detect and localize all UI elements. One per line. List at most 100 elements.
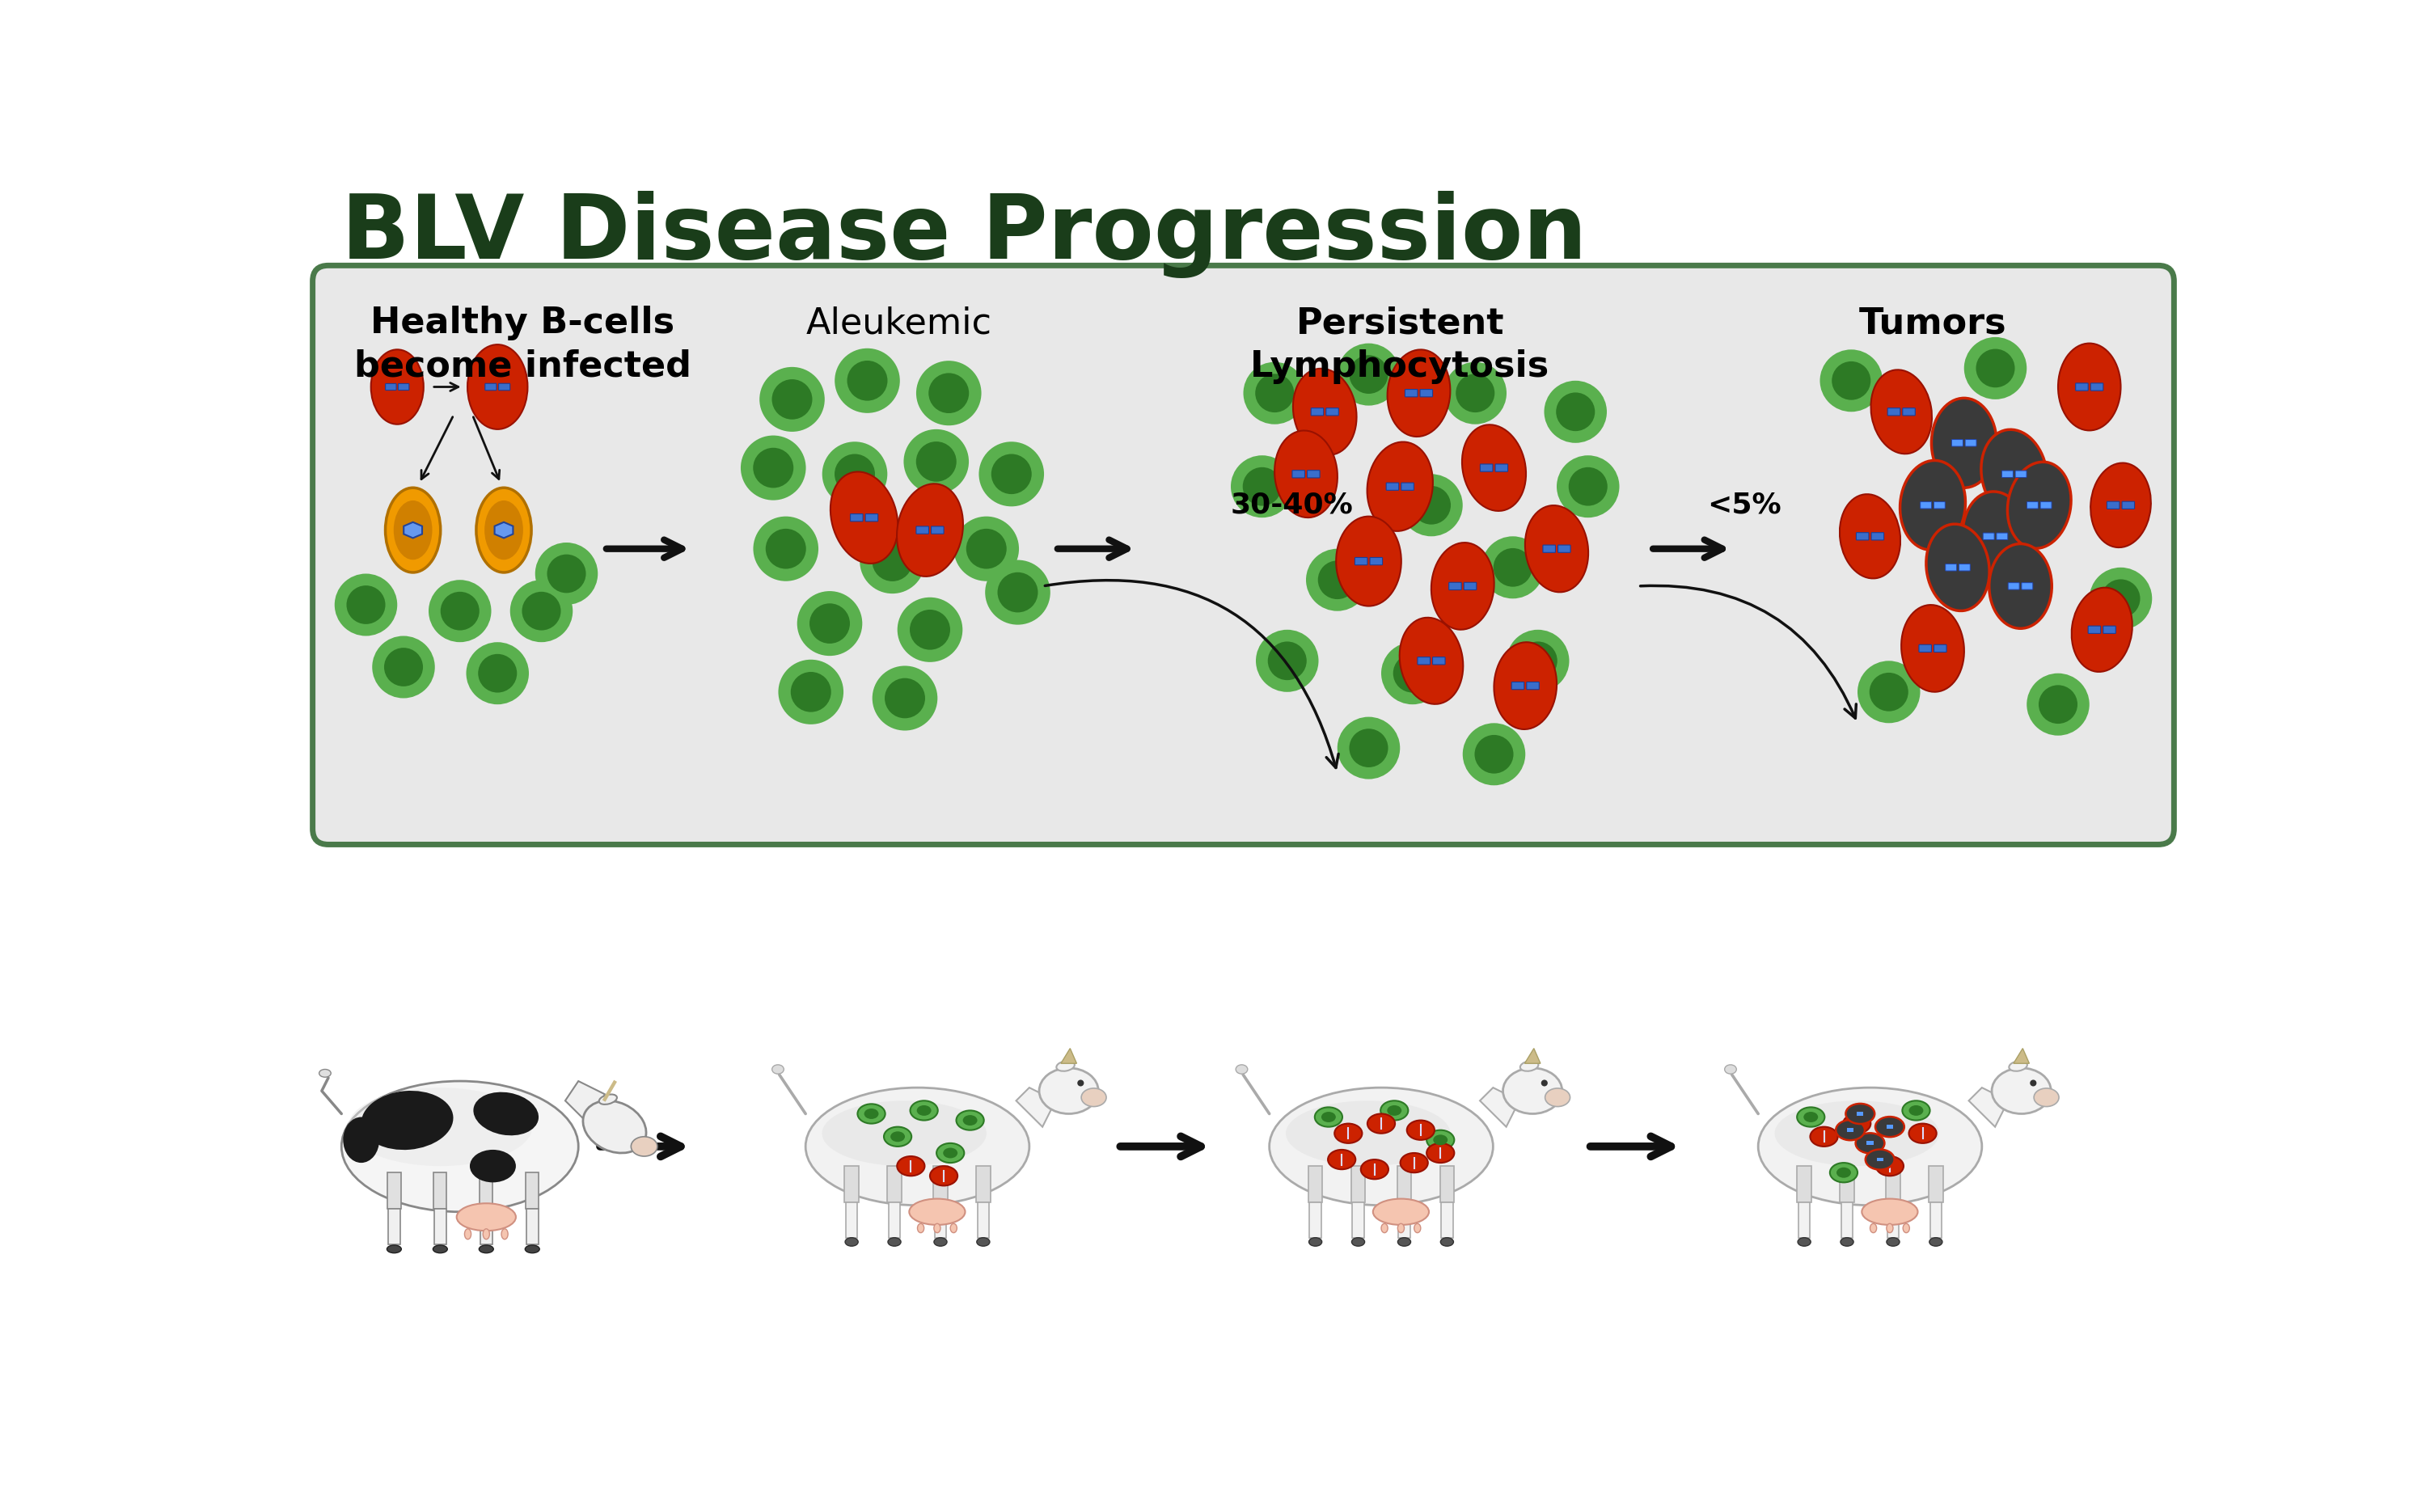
Circle shape xyxy=(347,585,386,624)
FancyBboxPatch shape xyxy=(1511,682,1524,689)
Ellipse shape xyxy=(1380,1101,1407,1120)
Ellipse shape xyxy=(822,1101,987,1166)
Polygon shape xyxy=(2014,1048,2028,1063)
Ellipse shape xyxy=(934,1223,941,1232)
Ellipse shape xyxy=(1887,1238,1900,1246)
FancyBboxPatch shape xyxy=(1405,390,1417,396)
Ellipse shape xyxy=(1866,1149,1895,1170)
Ellipse shape xyxy=(1463,425,1526,511)
FancyBboxPatch shape xyxy=(1997,532,2009,540)
Circle shape xyxy=(1494,549,1533,587)
Circle shape xyxy=(1230,455,1293,517)
Ellipse shape xyxy=(599,1095,616,1104)
Circle shape xyxy=(1555,393,1594,431)
Circle shape xyxy=(1412,485,1451,525)
Ellipse shape xyxy=(1909,1105,1924,1116)
Ellipse shape xyxy=(582,1101,645,1154)
Ellipse shape xyxy=(1926,525,1989,611)
Circle shape xyxy=(835,348,900,413)
Circle shape xyxy=(1257,629,1320,692)
Circle shape xyxy=(822,442,888,507)
Ellipse shape xyxy=(1397,1223,1405,1232)
Ellipse shape xyxy=(1803,1111,1817,1122)
Ellipse shape xyxy=(468,345,526,429)
Circle shape xyxy=(1519,641,1557,680)
Ellipse shape xyxy=(1963,491,2028,581)
Bar xyxy=(975,1166,990,1202)
Ellipse shape xyxy=(910,1101,939,1120)
FancyBboxPatch shape xyxy=(1419,390,1434,396)
Ellipse shape xyxy=(917,1105,932,1116)
Ellipse shape xyxy=(1839,494,1900,579)
Bar xyxy=(888,1202,900,1238)
FancyBboxPatch shape xyxy=(917,526,929,534)
Bar xyxy=(1441,1166,1453,1202)
Bar xyxy=(1839,1166,1853,1202)
FancyBboxPatch shape xyxy=(1982,532,1994,540)
FancyBboxPatch shape xyxy=(1448,582,1460,590)
Ellipse shape xyxy=(2091,463,2152,547)
Ellipse shape xyxy=(1861,1199,1917,1225)
Ellipse shape xyxy=(1388,1105,1402,1116)
Circle shape xyxy=(371,637,434,699)
Circle shape xyxy=(1475,735,1514,774)
FancyBboxPatch shape xyxy=(1494,464,1509,472)
Ellipse shape xyxy=(1902,605,1965,692)
FancyBboxPatch shape xyxy=(2001,470,2014,478)
Ellipse shape xyxy=(830,472,898,564)
Ellipse shape xyxy=(1322,1111,1337,1122)
FancyBboxPatch shape xyxy=(398,384,410,390)
Circle shape xyxy=(1242,467,1281,507)
Ellipse shape xyxy=(1545,1089,1570,1107)
Ellipse shape xyxy=(456,1204,517,1231)
Ellipse shape xyxy=(805,1087,1029,1205)
Polygon shape xyxy=(495,522,512,538)
Ellipse shape xyxy=(1426,1129,1453,1149)
Circle shape xyxy=(902,429,968,494)
Polygon shape xyxy=(1524,1048,1541,1063)
Circle shape xyxy=(335,573,398,637)
FancyBboxPatch shape xyxy=(852,514,864,522)
Circle shape xyxy=(509,581,573,643)
Bar xyxy=(1798,1202,1810,1238)
Ellipse shape xyxy=(371,349,425,425)
Ellipse shape xyxy=(1494,643,1557,729)
Ellipse shape xyxy=(524,1246,539,1253)
Polygon shape xyxy=(1970,1087,2009,1126)
Circle shape xyxy=(740,435,805,500)
Ellipse shape xyxy=(342,1117,378,1163)
Ellipse shape xyxy=(1286,1101,1451,1166)
Circle shape xyxy=(1870,673,1909,711)
Ellipse shape xyxy=(1315,1107,1342,1126)
Circle shape xyxy=(885,677,924,718)
Circle shape xyxy=(429,581,490,643)
Ellipse shape xyxy=(1274,431,1337,517)
Ellipse shape xyxy=(1931,398,1997,488)
Circle shape xyxy=(1541,1080,1548,1086)
Ellipse shape xyxy=(1887,1223,1892,1232)
Bar xyxy=(1351,1202,1363,1238)
Circle shape xyxy=(2089,567,2152,629)
FancyBboxPatch shape xyxy=(1385,482,1400,490)
Bar xyxy=(526,1208,539,1244)
Ellipse shape xyxy=(485,500,524,559)
Ellipse shape xyxy=(944,1148,958,1158)
Bar xyxy=(934,1166,949,1202)
Circle shape xyxy=(1380,643,1443,705)
Bar xyxy=(1310,1202,1322,1238)
Ellipse shape xyxy=(1875,1157,1904,1176)
Ellipse shape xyxy=(2057,343,2120,431)
Circle shape xyxy=(1077,1080,1084,1086)
Circle shape xyxy=(1965,337,2026,399)
Ellipse shape xyxy=(1776,1101,1938,1166)
Ellipse shape xyxy=(1434,1134,1448,1145)
Circle shape xyxy=(966,529,1007,569)
Ellipse shape xyxy=(1414,1223,1422,1232)
Ellipse shape xyxy=(963,1114,978,1125)
Ellipse shape xyxy=(1441,1238,1453,1246)
Circle shape xyxy=(767,529,805,569)
FancyBboxPatch shape xyxy=(1293,470,1305,478)
FancyBboxPatch shape xyxy=(866,514,878,522)
Circle shape xyxy=(873,541,912,581)
Polygon shape xyxy=(1060,1048,1077,1063)
